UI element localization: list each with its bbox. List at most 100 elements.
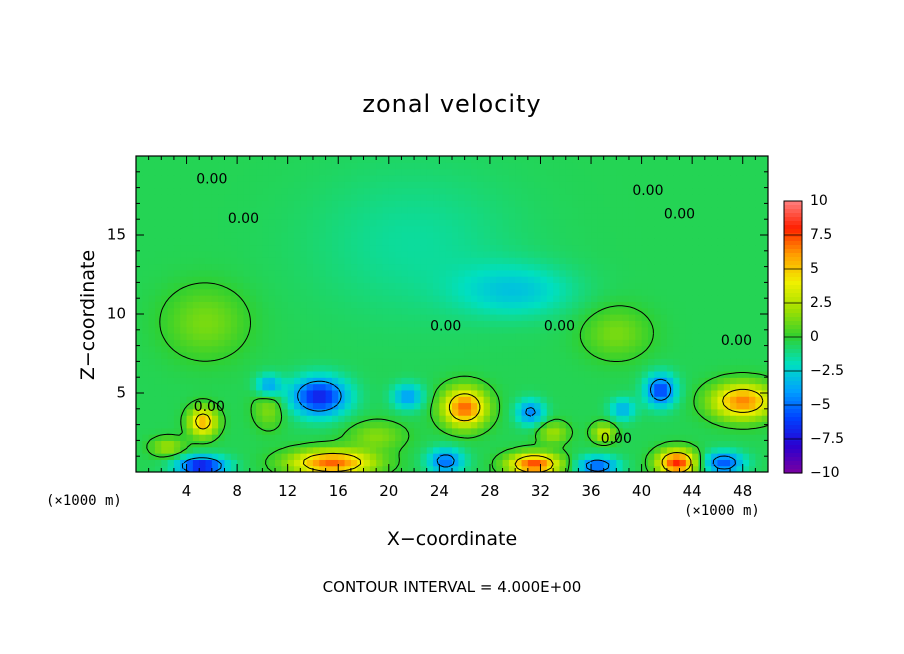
- heatmap-cell: [685, 345, 693, 353]
- heatmap-cell: [508, 408, 516, 416]
- heatmap-cell: [331, 339, 339, 347]
- heatmap-cell: [407, 396, 415, 404]
- heatmap-cell: [698, 427, 706, 435]
- heatmap-cell: [173, 206, 181, 214]
- heatmap-cell: [730, 307, 737, 315]
- heatmap-cell: [275, 181, 282, 189]
- heatmap-cell: [660, 282, 668, 290]
- heatmap-cell: [331, 383, 339, 391]
- heatmap-cell: [186, 345, 194, 353]
- heatmap-cell: [382, 453, 390, 460]
- heatmap-cell: [489, 332, 497, 340]
- heatmap-cell: [502, 314, 510, 321]
- heatmap-cell: [439, 351, 447, 359]
- heatmap-cell: [148, 301, 156, 309]
- heatmap-cell: [616, 370, 624, 378]
- heatmap-cell: [395, 181, 403, 189]
- heatmap-cell: [414, 358, 421, 366]
- heatmap-cell: [553, 276, 561, 283]
- heatmap-cell: [243, 434, 251, 441]
- heatmap-cell: [534, 345, 542, 353]
- heatmap-cell: [237, 339, 245, 347]
- heatmap-cell: [730, 219, 737, 227]
- heatmap-cell: [527, 212, 535, 220]
- heatmap-cell: [464, 434, 472, 441]
- heatmap-cell: [692, 276, 700, 283]
- heatmap-cell: [142, 162, 150, 170]
- heatmap-cell: [496, 427, 504, 435]
- heatmap-cell: [300, 301, 308, 309]
- heatmap-cell: [654, 332, 662, 340]
- heatmap-cell: [319, 339, 327, 347]
- heatmap-cell: [136, 314, 143, 321]
- heatmap-cell: [559, 370, 567, 378]
- heatmap-cell: [540, 250, 548, 258]
- heatmap-cell: [540, 212, 548, 220]
- heatmap-cell: [628, 250, 636, 258]
- heatmap-cell: [565, 263, 573, 271]
- heatmap-cell: [161, 193, 169, 201]
- heatmap-cell: [401, 200, 409, 208]
- heatmap-cell: [319, 440, 327, 448]
- heatmap-cell: [237, 364, 245, 372]
- heatmap-cell: [679, 263, 687, 271]
- heatmap-cell: [730, 193, 737, 201]
- heatmap-cell: [711, 257, 719, 265]
- heatmap-cell: [439, 244, 447, 252]
- heatmap-cell: [256, 453, 263, 460]
- heatmap-cell: [325, 168, 333, 176]
- heatmap-cell: [319, 276, 327, 283]
- heatmap-cell: [559, 459, 567, 467]
- heatmap-cell: [306, 396, 314, 404]
- heatmap-cell: [546, 389, 554, 397]
- heatmap-cell: [192, 320, 200, 328]
- heatmap-cell: [312, 332, 320, 340]
- heatmap-cell: [445, 181, 453, 189]
- heatmap-cell: [388, 193, 396, 201]
- heatmap-cell: [325, 370, 333, 378]
- heatmap-cell: [414, 238, 421, 246]
- heatmap-cell: [249, 250, 257, 258]
- heatmap-cell: [300, 168, 308, 176]
- heatmap-cell: [414, 288, 421, 296]
- heatmap-cell: [268, 187, 276, 195]
- heatmap-cell: [458, 314, 466, 321]
- heatmap-cell: [161, 389, 169, 397]
- heatmap-cell: [717, 244, 725, 252]
- heatmap-cell: [641, 408, 649, 416]
- heatmap-cell: [439, 238, 447, 246]
- heatmap-cell: [211, 402, 219, 410]
- heatmap-cell: [553, 446, 561, 454]
- heatmap-cell: [647, 314, 655, 321]
- heatmap-cell: [420, 257, 428, 265]
- heatmap-cell: [275, 269, 282, 277]
- heatmap-cell: [742, 339, 750, 347]
- heatmap-cell: [319, 187, 327, 195]
- heatmap-cell: [673, 364, 681, 372]
- heatmap-cell: [148, 282, 156, 290]
- heatmap-cell: [224, 364, 232, 372]
- heatmap-cell: [268, 257, 276, 265]
- heatmap-cell: [515, 326, 523, 334]
- heatmap-cell: [249, 288, 257, 296]
- heatmap-cell: [312, 295, 320, 302]
- heatmap-cell: [218, 219, 226, 227]
- heatmap-cell: [439, 288, 447, 296]
- heatmap-cell: [673, 332, 681, 340]
- heatmap-cell: [591, 465, 598, 472]
- heatmap-cell: [704, 168, 712, 176]
- heatmap-cell: [161, 446, 169, 454]
- heatmap-cell: [192, 339, 200, 347]
- heatmap-cell: [294, 370, 301, 378]
- heatmap-cell: [382, 212, 390, 220]
- heatmap-cell: [420, 219, 428, 227]
- heatmap-cell: [319, 377, 327, 385]
- heatmap-cell: [363, 206, 371, 214]
- heatmap-cell: [439, 162, 447, 170]
- heatmap-cell: [698, 269, 706, 277]
- heatmap-cell: [186, 370, 194, 378]
- heatmap-cell: [673, 446, 681, 454]
- heatmap-cell: [401, 345, 409, 353]
- heatmap-cell: [294, 174, 301, 182]
- heatmap-cell: [161, 396, 169, 404]
